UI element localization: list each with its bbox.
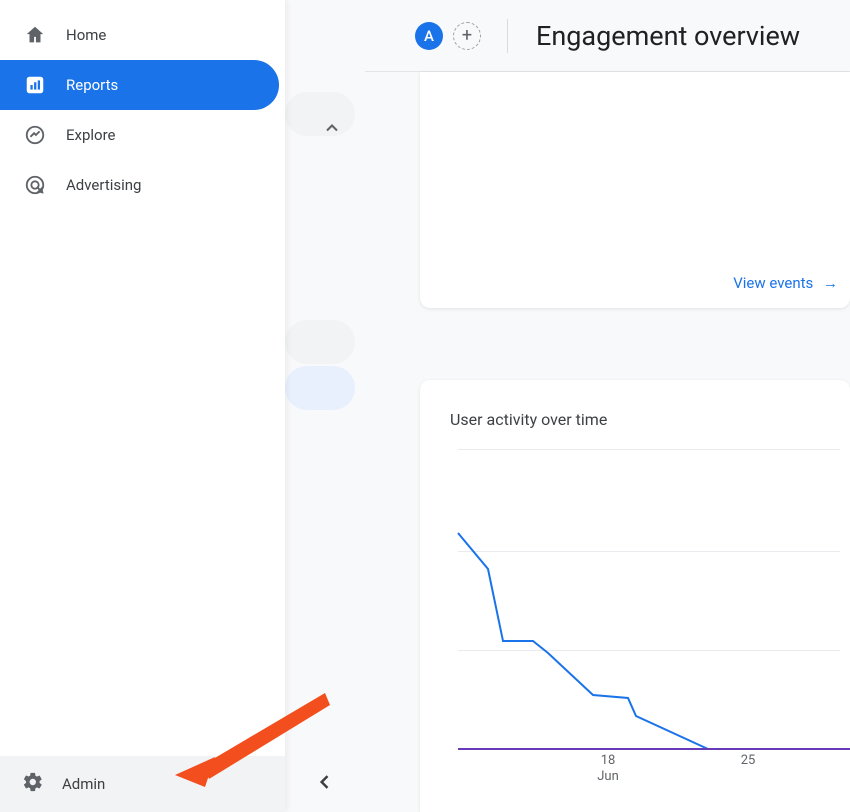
page-header: A + Engagement overview — [365, 0, 850, 72]
primary-sidebar: Home Reports Explore Advertising — [0, 0, 285, 812]
chart-series-svg — [450, 449, 850, 753]
sidebar-item-admin[interactable]: Admin — [0, 756, 285, 812]
sidebar-item-advertising[interactable]: Advertising — [0, 160, 279, 210]
sidebar-item-label: Explore — [66, 126, 116, 144]
page-title: Engagement overview — [536, 20, 800, 52]
chart-gridline — [458, 650, 840, 651]
advertising-icon — [22, 172, 48, 198]
sidebar-item-explore[interactable]: Explore — [0, 110, 279, 160]
view-events-label: View events — [733, 274, 813, 292]
sidebar-item-label: Advertising — [66, 176, 141, 194]
chart-title: User activity over time — [450, 410, 840, 429]
chevron-up-icon[interactable] — [319, 115, 345, 141]
sidebar-item-label: Admin — [62, 775, 105, 793]
app-root: Home Reports Explore Advertising — [0, 0, 850, 812]
sidebar-nav: Home Reports Explore Advertising — [0, 0, 285, 210]
activity-chart-plot: 18Jun25 — [450, 449, 840, 769]
secondary-nav-collapsed — [285, 0, 365, 812]
sidebar-item-reports[interactable]: Reports — [0, 60, 279, 110]
secondary-nav-pill[interactable] — [285, 320, 355, 364]
add-comparison-button[interactable]: + — [453, 22, 481, 50]
gear-icon — [22, 771, 48, 797]
chart-series-users_active — [458, 533, 850, 749]
chart-gridline — [458, 749, 840, 750]
chart-xtick: 18Jun — [597, 753, 619, 786]
explore-icon — [22, 122, 48, 148]
chart-gridline — [458, 449, 840, 450]
secondary-nav-pill-active[interactable] — [285, 366, 355, 410]
view-events-link[interactable]: View events → — [420, 260, 840, 308]
account-badge[interactable]: A — [415, 22, 443, 50]
sidebar-item-label: Reports — [66, 76, 118, 94]
chart-gridline — [458, 551, 840, 552]
events-card: View events → — [420, 72, 850, 308]
arrow-right-icon: → — [823, 274, 838, 292]
sidebar-item-home[interactable]: Home — [0, 10, 279, 60]
sidebar-item-label: Home — [66, 26, 106, 44]
chevron-left-icon[interactable] — [315, 772, 339, 796]
main-content: A + Engagement overview View events → Us… — [365, 0, 850, 812]
activity-chart-card: User activity over time 18Jun25 — [420, 380, 850, 812]
reports-icon — [22, 72, 48, 98]
divider — [507, 19, 508, 53]
home-icon — [22, 22, 48, 48]
account-badge-letter: A — [424, 27, 434, 45]
plus-icon: + — [462, 25, 472, 46]
chart-xtick: 25 — [741, 753, 756, 769]
